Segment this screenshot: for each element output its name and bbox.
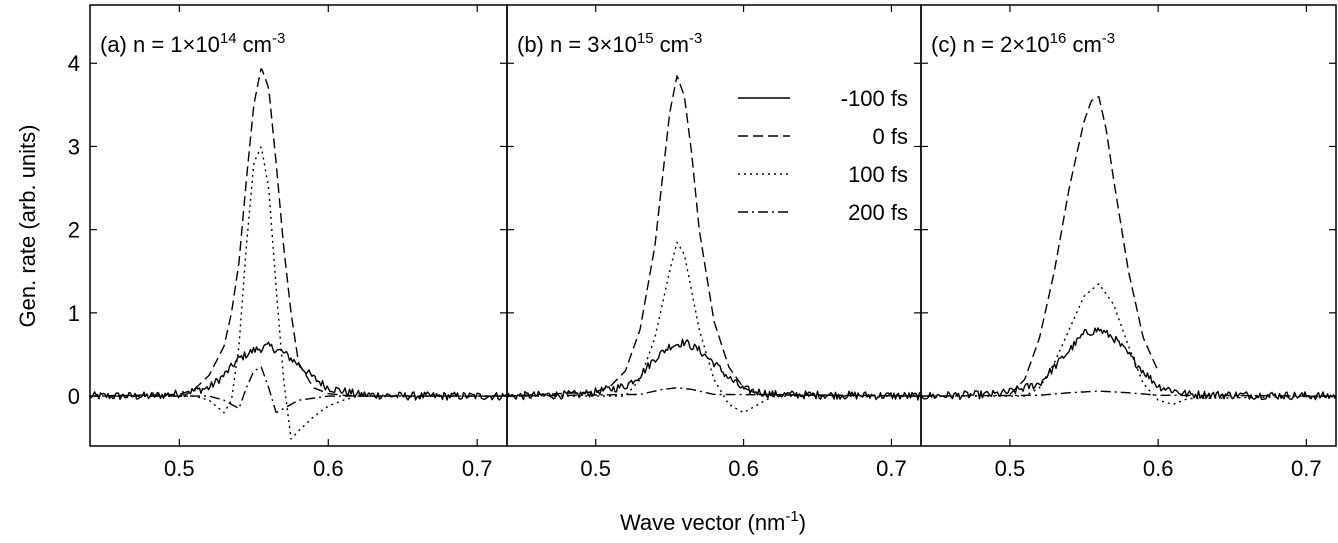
legend-label: 200 fs [848, 200, 908, 225]
series-line-0fs [90, 68, 507, 397]
series-line-200fs [507, 387, 921, 397]
series-line-200fs [921, 390, 1336, 397]
x-tick-label: 0.7 [876, 456, 907, 481]
y-tick-label: 2 [68, 218, 80, 243]
series-line-minus100fs [920, 327, 1336, 401]
legend: -100 fs 0 fs 100 fs 200 fs [738, 86, 908, 225]
series-line-0fs [1009, 96, 1159, 395]
x-tick-label: 0.7 [1291, 456, 1322, 481]
x-tick-label: 0.5 [164, 456, 195, 481]
panel-frame [506, 4, 922, 447]
panel-3: 0.5 0.6 0.7 (c) n = 2×1016 cm-3 [920, 4, 1337, 481]
y-tick-label: 4 [68, 51, 80, 76]
panel-frame [920, 4, 1337, 447]
legend-label: 100 fs [848, 162, 908, 187]
y-tick-label: 0 [68, 384, 80, 409]
x-tick-label: 0.7 [462, 456, 493, 481]
series-line-200fs [90, 366, 507, 413]
x-tick-label: 0.6 [728, 456, 759, 481]
panel-frame [89, 4, 508, 447]
x-tick-label: 0.5 [995, 456, 1026, 481]
x-tick-label: 0.6 [1143, 456, 1174, 481]
panel-1: 0.5 0.6 0.7 0 1 2 3 4 (a) n = 1×1014 cm-3 [68, 4, 508, 481]
series-line-minus100fs [506, 338, 922, 401]
y-tick-label: 1 [68, 301, 80, 326]
x-tick-label: 0.6 [313, 456, 344, 481]
panel-title: (c) n = 2×1016 cm-3 [931, 30, 1115, 57]
x-tick-label: 0.5 [580, 456, 611, 481]
y-tick-label: 3 [68, 134, 80, 159]
series-line-100fs [921, 283, 1336, 406]
panel-title: (b) n = 3×1015 cm-3 [517, 30, 702, 57]
panel-2: 0.5 0.6 0.7 (b) n = 3×1015 cm-3 [506, 4, 922, 481]
series-line-minus100fs [89, 341, 508, 401]
panel-title: (a) n = 1×1014 cm-3 [100, 30, 285, 57]
x-axis-title: Wave vector (nm-1) [620, 508, 806, 535]
series-line-100fs [507, 241, 921, 414]
series-line-0fs [506, 75, 921, 397]
legend-label: -100 fs [841, 86, 908, 111]
legend-label: 0 fs [873, 124, 908, 149]
y-axis-title: Gen. rate (arb. units) [15, 125, 40, 328]
